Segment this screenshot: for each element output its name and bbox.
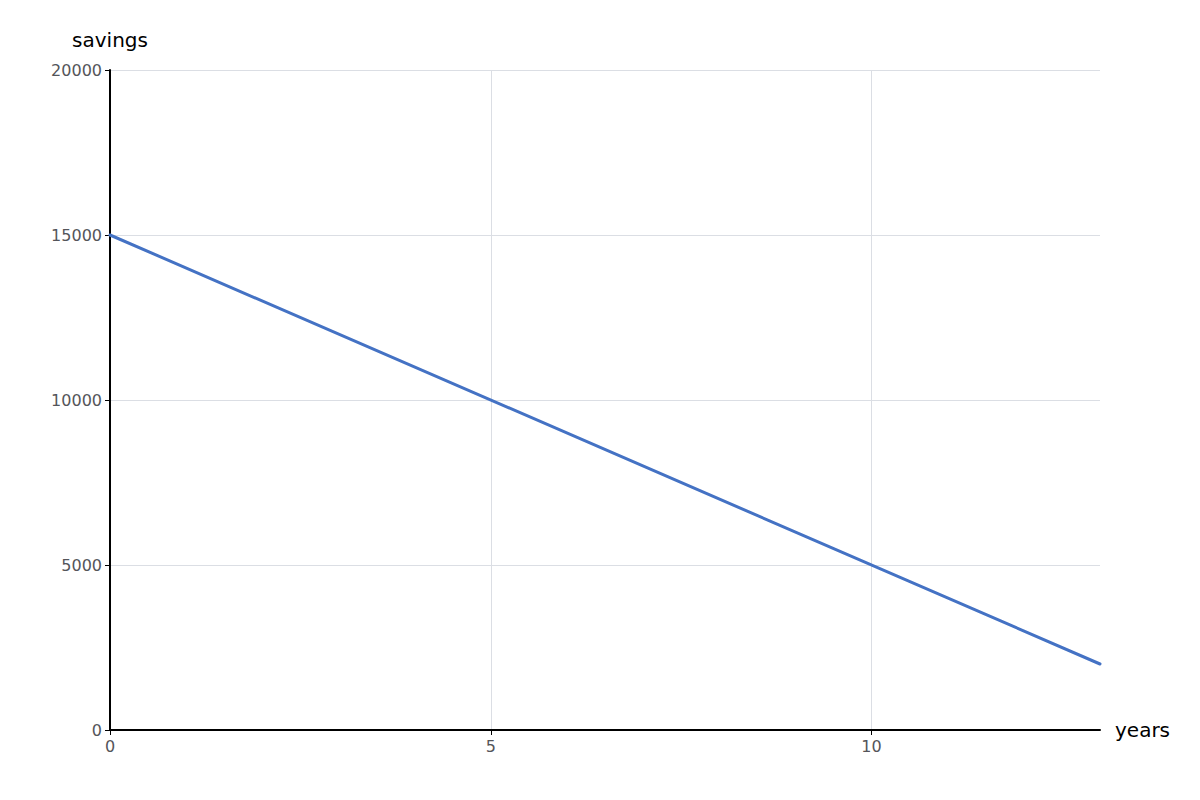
- svg-text:0: 0: [105, 737, 115, 756]
- svg-text:10: 10: [861, 737, 881, 756]
- svg-text:5000: 5000: [61, 556, 102, 575]
- svg-text:10000: 10000: [51, 391, 102, 410]
- svg-text:15000: 15000: [51, 226, 102, 245]
- svg-text:years: years: [1115, 718, 1170, 742]
- svg-text:5: 5: [486, 737, 496, 756]
- svg-text:20000: 20000: [51, 61, 102, 80]
- svg-text:savings: savings: [72, 28, 148, 52]
- svg-text:0: 0: [92, 721, 102, 740]
